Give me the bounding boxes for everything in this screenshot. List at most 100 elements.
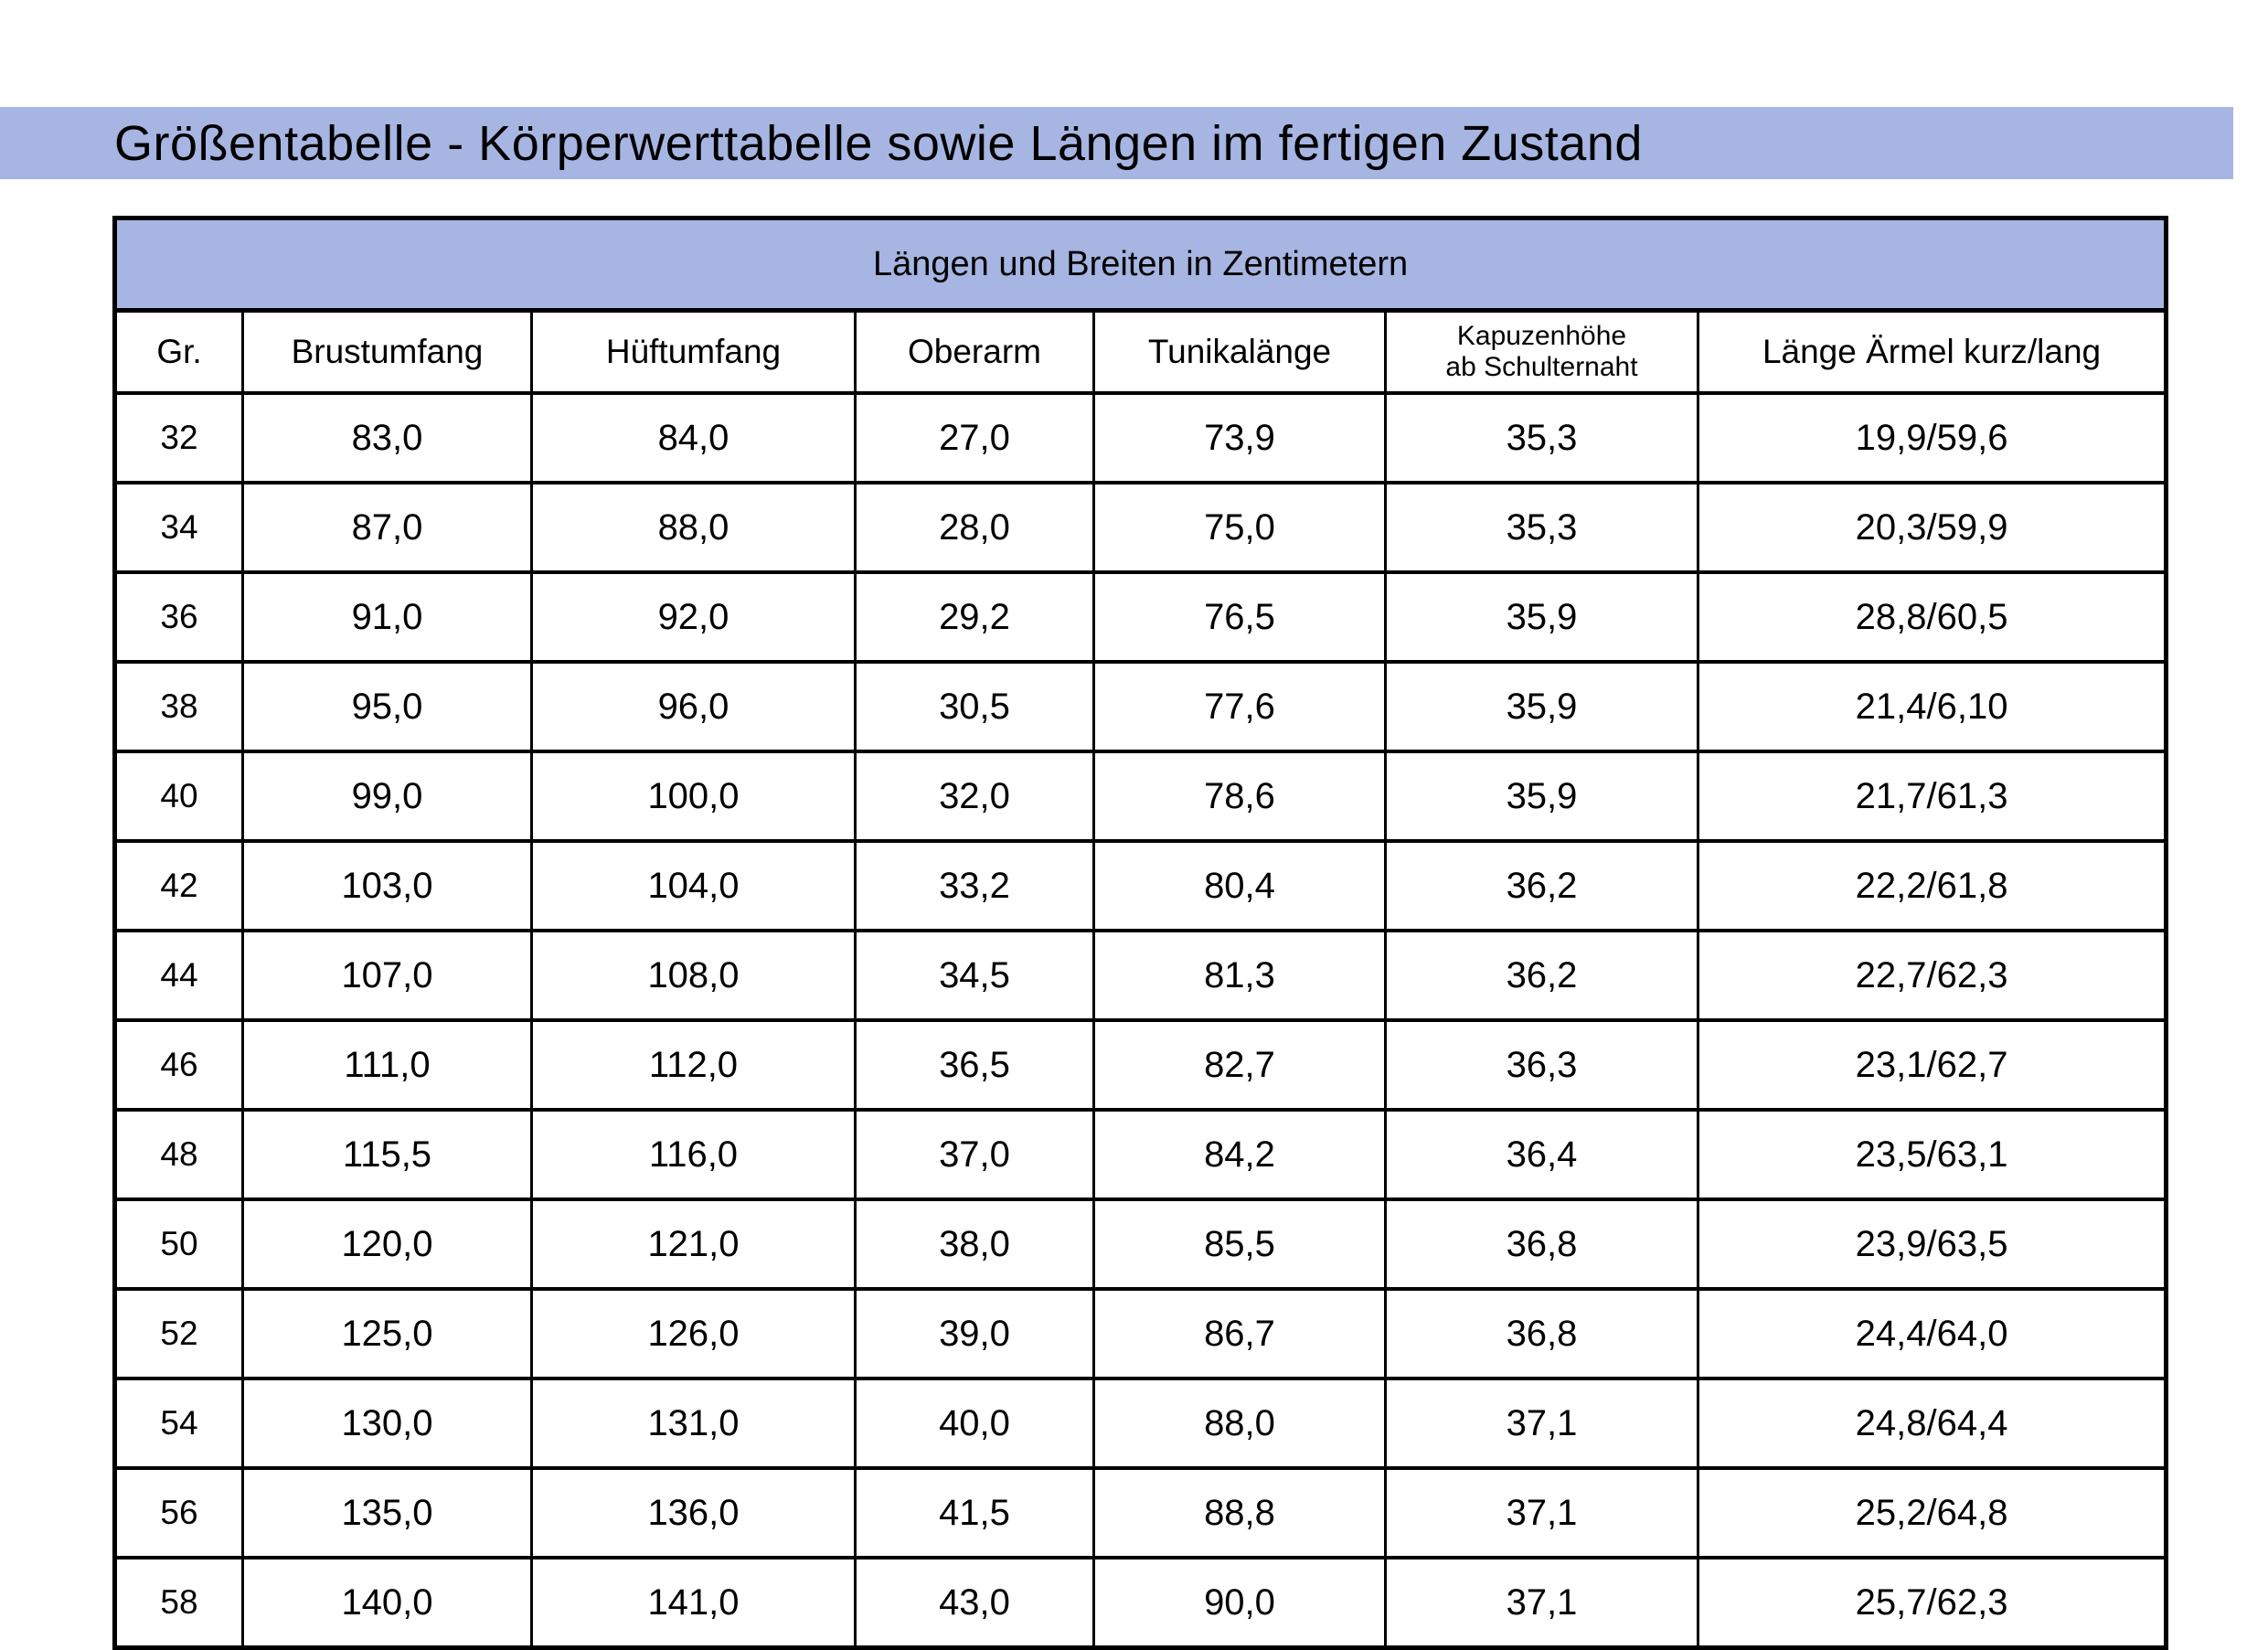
table-row: 36 91,0 92,0 29,2 76,5 35,9 28,8/60,5 (113, 570, 2168, 664)
table-cell: 99,0 (241, 750, 533, 843)
table-cell: 23,9/63,5 (1696, 1198, 2168, 1291)
table-cell: 52 (113, 1287, 244, 1380)
table-row: 32 83,0 84,0 27,0 73,9 35,3 19,9/59,6 (113, 391, 2168, 484)
table-cell: 24,8/64,4 (1696, 1377, 2168, 1470)
table-row: 54 130,0 131,0 40,0 88,0 37,1 24,8/64,4 (113, 1377, 2168, 1470)
table-cell: 87,0 (241, 481, 533, 574)
table-cell: 33,2 (854, 839, 1095, 932)
table-row: 40 99,0 100,0 32,0 78,6 35,9 21,7/61,3 (113, 750, 2168, 843)
table-cell: 35,9 (1384, 750, 1699, 843)
table-cell: 39,0 (854, 1287, 1095, 1380)
table-cell: 27,0 (854, 391, 1095, 484)
column-header-tunikalaenge: Tunikalänge (1092, 309, 1387, 395)
table-cell: 35,9 (1384, 660, 1699, 753)
table-cell: 54 (113, 1377, 244, 1470)
table-cell: 96,0 (530, 660, 857, 753)
table-cell: 36,2 (1384, 839, 1699, 932)
table-cell: 80,4 (1092, 839, 1387, 932)
table-cell: 34,5 (854, 929, 1095, 1022)
table-cell: 125,0 (241, 1287, 533, 1380)
table-cell: 104,0 (530, 839, 857, 932)
table-cell: 131,0 (530, 1377, 857, 1470)
table-row: 50 120,0 121,0 38,0 85,5 36,8 23,9/63,5 (113, 1198, 2168, 1291)
table-cell: 126,0 (530, 1287, 857, 1380)
table-cell: 86,7 (1092, 1287, 1387, 1380)
table-cell: 32 (113, 391, 244, 484)
table-cell: 100,0 (530, 750, 857, 843)
table-cell: 92,0 (530, 570, 857, 664)
table-row: 46 111,0 112,0 36,5 82,7 36,3 23,1/62,7 (113, 1018, 2168, 1112)
table-cell: 34 (113, 481, 244, 574)
table-cell: 107,0 (241, 929, 533, 1022)
table-cell: 58 (113, 1556, 244, 1649)
table-cell: 38 (113, 660, 244, 753)
table-row: 56 135,0 136,0 41,5 88,8 37,1 25,2/64,8 (113, 1466, 2168, 1560)
table-cell: 115,5 (241, 1108, 533, 1201)
table-cell: 37,1 (1384, 1466, 1699, 1560)
table-cell: 91,0 (241, 570, 533, 664)
table-cell: 21,4/6,10 (1696, 660, 2168, 753)
table-cell: 25,2/64,8 (1696, 1466, 2168, 1560)
table-cell: 40,0 (854, 1377, 1095, 1470)
table-caption-row: Längen und Breiten in Zentimetern (112, 217, 2168, 313)
table-cell: 19,9/59,6 (1696, 391, 2168, 484)
table-row: 34 87,0 88,0 28,0 75,0 35,3 20,3/59,9 (113, 481, 2168, 574)
table-cell: 36 (113, 570, 244, 664)
table-cell: 82,7 (1092, 1018, 1387, 1112)
table-cell: 36,8 (1384, 1287, 1699, 1380)
table-cell: 50 (113, 1198, 244, 1291)
table-cell: 121,0 (530, 1198, 857, 1291)
title-bar: Größentabelle - Körperwerttabelle sowie … (0, 107, 2233, 179)
table-cell: 73,9 (1092, 391, 1387, 484)
table-cell: 88,0 (530, 481, 857, 574)
table-cell: 28,0 (854, 481, 1095, 574)
table-cell: 36,8 (1384, 1198, 1699, 1291)
table-cell: 85,5 (1092, 1198, 1387, 1291)
column-header-hueftumfang: Hüftumfang (530, 309, 857, 395)
table-cell: 44 (113, 929, 244, 1022)
table-row: 44 107,0 108,0 34,5 81,3 36,2 22,7/62,3 (113, 929, 2168, 1022)
table-cell: 112,0 (530, 1018, 857, 1112)
column-header-oberarm: Oberarm (854, 309, 1095, 395)
table-cell: 95,0 (241, 660, 533, 753)
table-cell: 21,7/61,3 (1696, 750, 2168, 843)
table-cell: 37,0 (854, 1108, 1095, 1201)
table-cell: 29,2 (854, 570, 1095, 664)
table-header-row: Gr. Brustumfang Hüftumfang Oberarm Tunik… (113, 309, 2168, 395)
table-cell: 108,0 (530, 929, 857, 1022)
table-cell: 40 (113, 750, 244, 843)
table-cell: 37,1 (1384, 1556, 1699, 1649)
table-cell: 56 (113, 1466, 244, 1560)
table-cell: 103,0 (241, 839, 533, 932)
table-cell: 35,9 (1384, 570, 1699, 664)
table-cell: 23,5/63,1 (1696, 1108, 2168, 1201)
table-cell: 23,1/62,7 (1696, 1018, 2168, 1112)
table-cell: 32,0 (854, 750, 1095, 843)
table-cell: 111,0 (241, 1018, 533, 1112)
table-cell: 38,0 (854, 1198, 1095, 1291)
table-cell: 36,4 (1384, 1108, 1699, 1201)
table-cell: 130,0 (241, 1377, 533, 1470)
table-cell: 77,6 (1092, 660, 1387, 753)
table-cell: 84,0 (530, 391, 857, 484)
table-cell: 136,0 (530, 1466, 857, 1560)
table-cell: 90,0 (1092, 1556, 1387, 1649)
table-cell: 22,2/61,8 (1696, 839, 2168, 932)
table-cell: 78,6 (1092, 750, 1387, 843)
table-row: 52 125,0 126,0 39,0 86,7 36,8 24,4/64,0 (113, 1287, 2168, 1380)
table-cell: 141,0 (530, 1556, 857, 1649)
page-title: Größentabelle - Körperwerttabelle sowie … (114, 115, 1643, 171)
size-table: Längen und Breiten in Zentimetern Gr. Br… (112, 216, 2169, 1650)
table-row: 48 115,5 116,0 37,0 84,2 36,4 23,5/63,1 (113, 1108, 2168, 1201)
table-row: 42 103,0 104,0 33,2 80,4 36,2 22,2/61,8 (113, 839, 2168, 932)
column-header-kapuzenhoehe: Kapuzenhöhe ab Schulternaht (1384, 309, 1699, 395)
table-cell: 43,0 (854, 1556, 1095, 1649)
table-cell: 36,2 (1384, 929, 1699, 1022)
table-cell: 20,3/59,9 (1696, 481, 2168, 574)
table-cell: 30,5 (854, 660, 1095, 753)
table-cell: 36,5 (854, 1018, 1095, 1112)
table-cell: 83,0 (241, 391, 533, 484)
table-cell: 140,0 (241, 1556, 533, 1649)
table-cell: 36,3 (1384, 1018, 1699, 1112)
table-cell: 28,8/60,5 (1696, 570, 2168, 664)
